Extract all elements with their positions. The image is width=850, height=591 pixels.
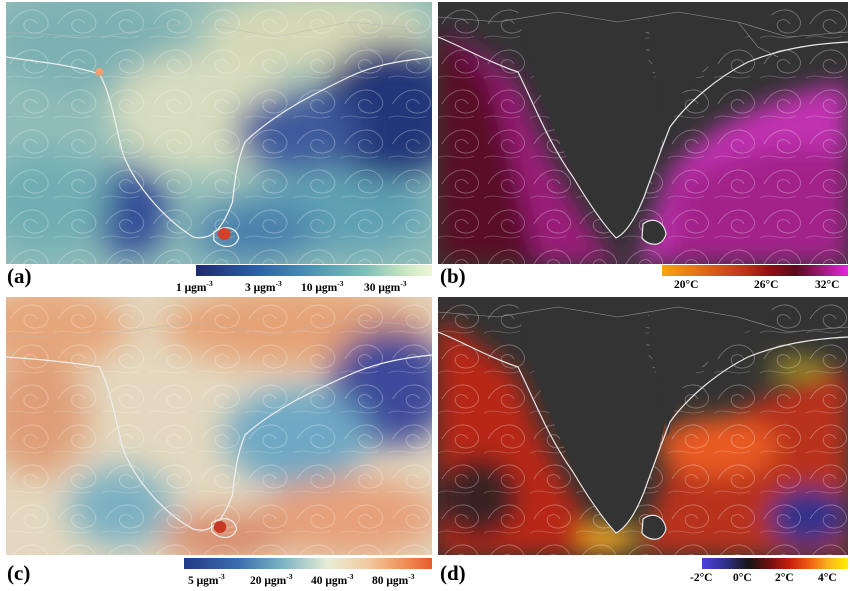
colorbar-d [702, 558, 848, 569]
map-c-svg [6, 297, 432, 555]
coastline [438, 331, 848, 540]
colorbar-b-tick-1: 20°C [674, 279, 699, 291]
colorbar-c-tick-4: 80 μgm-3 [372, 572, 415, 587]
colorbar-c-tick-3: 40 μgm-3 [311, 572, 354, 587]
colorbar-b-tick-3: 32°C [815, 279, 840, 291]
coastline [438, 36, 848, 245]
coastline [6, 354, 432, 539]
colorbar-d-tick-1: -2°C [690, 572, 713, 584]
colorbar-c [184, 558, 432, 569]
colorbar-b [662, 265, 848, 276]
map-a-svg [6, 2, 432, 264]
colorbar-d-tick-4: 4°C [818, 572, 837, 584]
colorbar-c-tick-2: 20 μgm-3 [250, 572, 293, 587]
map-panel-a [6, 2, 432, 264]
map-panel-c [6, 297, 432, 555]
colorbar-a [196, 265, 432, 276]
colorbar-a-tick-1: 1 μgm-3 [176, 279, 213, 294]
colorbar-d-tick-2: 0°C [733, 572, 752, 584]
panel-label-a: (a) [7, 264, 32, 288]
map-panel-d [438, 297, 848, 555]
colorbar-a-tick-4: 30 μgm-3 [364, 279, 407, 294]
colorbar-b-tick-2: 26°C [754, 279, 779, 291]
coastline [6, 56, 432, 248]
map-b-svg [438, 2, 848, 264]
map-panel-b [438, 2, 848, 264]
panel-label-b: (b) [440, 264, 466, 288]
panel-label-d: (d) [440, 561, 466, 585]
map-d-svg [438, 297, 848, 555]
colorbar-c-tick-1: 5 μgm-3 [188, 572, 225, 587]
colorbar-a-tick-2: 3 μgm-3 [245, 279, 282, 294]
colorbar-d-tick-3: 2°C [775, 572, 794, 584]
panel-label-c: (c) [7, 561, 31, 585]
colorbar-a-tick-3: 10 μgm-3 [301, 279, 344, 294]
